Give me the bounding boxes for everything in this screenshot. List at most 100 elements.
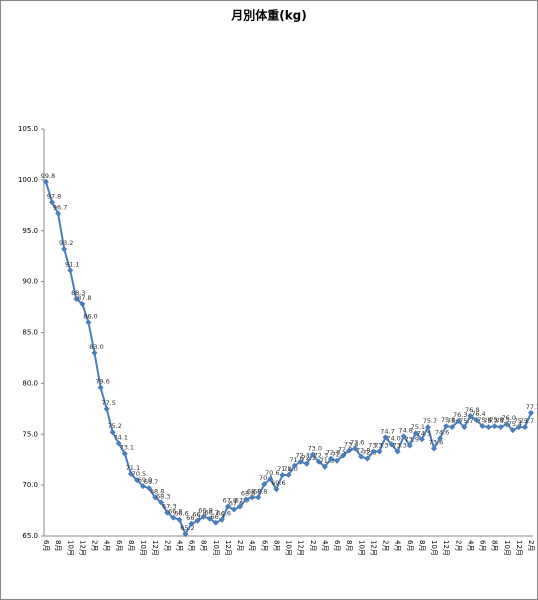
data-point [97,384,104,391]
data-label: 72.6 [326,449,340,457]
data-point [103,405,110,412]
data-point [291,462,298,469]
data-point [133,477,140,484]
data-label: 68.8 [253,487,267,495]
data-label: 73.6 [429,438,443,446]
data-point [67,267,74,274]
data-label: 75.1 [411,423,425,431]
data-point [140,483,146,490]
data-point [188,520,195,527]
data-label: 65.2 [180,524,194,532]
data-label: 76.0 [502,414,516,422]
data-label: 88.3 [71,289,85,297]
data-point [400,433,407,440]
data-label: 71.0 [283,465,297,473]
data-point [424,424,431,431]
data-point [509,427,516,434]
data-point [515,424,522,431]
data-point [370,448,377,455]
data-label: 75.8 [477,416,491,424]
data-label: 69.6 [271,479,285,487]
data-label: 99.8 [41,172,55,180]
x-tick-label: 6月 [115,540,123,551]
data-point [158,499,165,506]
data-point [237,503,243,510]
x-tick-label: 12月 [224,540,232,556]
data-label: 69.7 [144,478,158,486]
data-label: 91.1 [65,260,79,268]
data-point [334,457,340,464]
y-tick-label: 70.0 [22,481,38,489]
data-label: 67.9 [235,496,249,504]
data-point [443,423,450,430]
x-tick-label: 8月 [200,540,208,551]
data-label: 70.5 [132,470,146,478]
data-label: 77.1 [526,403,538,411]
data-label: 71.8 [320,457,334,465]
data-point [394,448,401,455]
data-label: 68.3 [156,492,170,500]
x-tick-label: 2月 [454,540,462,551]
x-tick-label: 4月 [321,540,329,551]
x-tick-label: 6月 [406,540,414,551]
data-label: 75.7 [483,417,497,425]
data-label: 67.6 [229,500,243,508]
data-label: 75.7 [514,417,528,425]
x-tick-label: 6月 [42,540,50,551]
data-label: 93.2 [59,239,73,247]
y-tick-label: 75.0 [22,430,38,438]
x-tick-label: 2月 [382,540,390,551]
x-tick-label: 6月 [188,540,196,551]
data-point [418,436,425,443]
x-tick-label: 8月 [127,540,135,551]
data-label: 74.7 [380,427,394,435]
data-point [315,458,322,465]
data-label: 67.9 [223,496,237,504]
data-label: 73.6 [350,438,364,446]
data-point [467,412,474,419]
x-tick-label: 12月 [151,540,159,556]
data-point [364,455,371,462]
data-label: 77.5 [101,399,115,407]
data-label: 73.4 [344,441,358,449]
x-tick-label: 4月 [248,540,256,551]
x-tick-label: 10月 [139,540,147,556]
data-label: 74.8 [398,426,412,434]
data-label: 68.8 [150,487,164,495]
data-label: 66.8 [168,508,182,516]
data-point [146,485,153,492]
x-tick-label: 12月 [442,540,450,556]
data-point [164,509,171,516]
data-point [461,424,468,431]
data-label: 75.4 [508,420,522,428]
data-point [358,453,365,460]
data-label: 66.6 [174,510,188,518]
data-label: 74.5 [417,429,431,437]
y-tick-label: 95.0 [22,227,38,235]
data-label: 87.8 [77,294,91,302]
data-label: 66.6 [217,510,231,518]
data-point [224,503,231,510]
x-tick-label: 8月 [418,540,426,551]
data-point [255,494,262,501]
data-point [303,460,310,467]
data-label: 75.8 [441,416,455,424]
data-point [376,448,383,455]
data-label: 75.7 [447,417,461,425]
data-label: 73.3 [392,442,406,450]
data-point [200,513,207,520]
data-point [382,434,389,441]
data-label: 73.3 [374,442,388,450]
x-tick-label: 4月 [175,540,183,551]
data-point [212,519,219,526]
data-point [437,435,444,442]
data-point [73,295,80,302]
x-tick-label: 2月 [236,540,244,551]
data-point [497,424,504,431]
x-tick-label: 6月 [479,540,487,551]
data-label: 74.0 [386,434,400,442]
x-tick-label: 10月 [430,540,438,556]
data-point [152,494,159,501]
x-tick-label: 12月 [78,540,86,556]
